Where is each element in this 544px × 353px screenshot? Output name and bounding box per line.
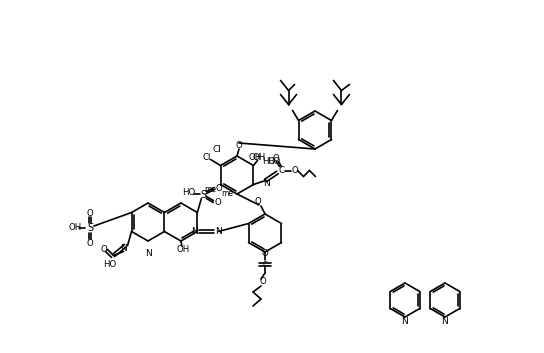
Text: me: me (205, 185, 217, 194)
Text: OH: OH (69, 223, 82, 233)
Text: N: N (191, 227, 199, 236)
Text: Cl: Cl (202, 153, 211, 162)
Text: OH: OH (253, 153, 266, 162)
Text: C: C (263, 261, 267, 267)
Text: O: O (86, 239, 94, 247)
Text: S: S (87, 223, 93, 233)
Text: C: C (279, 166, 285, 175)
Text: N: N (120, 244, 127, 253)
Text: HO: HO (103, 260, 116, 269)
Text: Cl: Cl (213, 144, 221, 154)
Text: O: O (259, 277, 267, 287)
Text: S: S (200, 190, 206, 199)
Text: HO: HO (262, 156, 276, 166)
Text: O: O (291, 166, 298, 175)
Text: N: N (215, 227, 222, 236)
Text: OH: OH (249, 152, 262, 162)
Text: O: O (236, 140, 243, 150)
Text: OH: OH (176, 245, 189, 255)
Text: HO: HO (267, 157, 280, 166)
Text: O: O (100, 245, 107, 254)
Text: N: N (145, 249, 151, 257)
Text: O: O (216, 184, 222, 193)
Text: N: N (442, 317, 448, 327)
Text: O: O (272, 154, 279, 163)
Text: me: me (221, 189, 233, 197)
Text: O: O (262, 250, 268, 258)
Text: O: O (215, 198, 222, 207)
Text: N: N (263, 179, 270, 188)
Text: N: N (401, 317, 409, 327)
Text: HO: HO (182, 188, 195, 197)
Text: O: O (86, 209, 94, 217)
Text: O: O (255, 197, 261, 207)
